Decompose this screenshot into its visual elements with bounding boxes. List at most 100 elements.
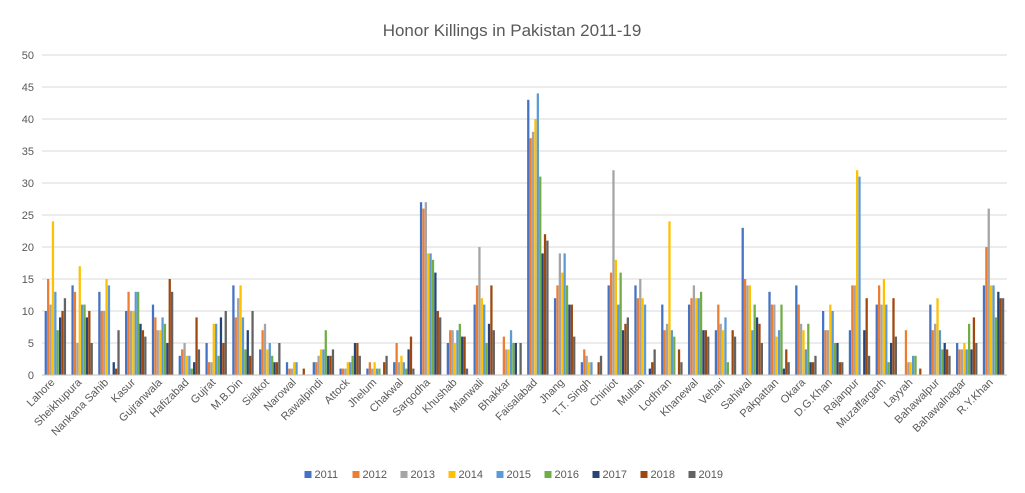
bar-2015 xyxy=(777,330,781,375)
bar-2017 xyxy=(246,330,249,375)
bar-2012 xyxy=(851,285,854,375)
bar-2013 xyxy=(853,285,856,375)
y-tick-label: 10 xyxy=(22,306,34,318)
bar-2014 xyxy=(909,362,912,375)
bar-2018 xyxy=(222,343,225,375)
legend-label: 2014 xyxy=(459,469,483,481)
legend-swatch-2012 xyxy=(352,471,360,478)
bar-2017 xyxy=(836,343,839,375)
legend-swatch-2015 xyxy=(496,471,504,478)
bar-2019 xyxy=(358,355,361,375)
bar-2016 xyxy=(887,362,890,375)
bar-2014 xyxy=(400,355,403,375)
bar-2013 xyxy=(183,343,186,375)
bar-2012 xyxy=(47,279,50,375)
bar-2017 xyxy=(85,317,89,375)
bar-2016 xyxy=(699,291,703,375)
bar-2015 xyxy=(54,291,57,375)
bar-2016 xyxy=(512,343,515,375)
bar-2014 xyxy=(695,298,698,375)
bar-2017 xyxy=(219,317,223,375)
bar-2016 xyxy=(807,323,810,375)
bar-2018 xyxy=(677,349,681,375)
bar-2019 xyxy=(385,355,388,375)
bar-2014 xyxy=(105,279,108,375)
bar-2019 xyxy=(197,349,201,375)
bar-2013 xyxy=(773,304,776,375)
bar-2011 xyxy=(687,304,691,375)
bar-2012 xyxy=(261,330,264,375)
bar-2016 xyxy=(405,368,408,375)
bar-2016 xyxy=(378,368,381,375)
bar-2015 xyxy=(938,330,942,375)
bar-2012 xyxy=(475,285,479,375)
bar-2015 xyxy=(215,323,218,375)
bar-2011 xyxy=(929,304,932,375)
bar-2017 xyxy=(970,349,973,375)
bar-2019 xyxy=(626,317,629,375)
bar-2013 xyxy=(344,368,347,375)
bar-2014 xyxy=(855,170,859,375)
bar-2014 xyxy=(721,330,725,375)
bar-2012 xyxy=(181,349,184,375)
bar-2013 xyxy=(263,323,267,375)
bar-2017 xyxy=(461,336,464,375)
bar-2015 xyxy=(858,176,861,375)
bar-2011 xyxy=(312,362,315,375)
bar-2018 xyxy=(892,298,895,375)
bar-2015 xyxy=(429,253,432,375)
bar-2015 xyxy=(81,304,84,375)
bar-2015 xyxy=(188,355,191,375)
bar-2016 xyxy=(217,355,220,375)
bar-2018 xyxy=(624,323,627,375)
bar-2016 xyxy=(190,368,193,375)
bar-2014 xyxy=(561,272,564,375)
bar-2011 xyxy=(71,285,74,375)
bar-2018 xyxy=(141,330,145,375)
bar-2019 xyxy=(573,336,576,375)
bar-2018 xyxy=(570,304,573,375)
bar-2019 xyxy=(894,336,898,375)
chart-title: Honor Killings in Pakistan 2011-19 xyxy=(383,21,642,40)
bar-2018 xyxy=(249,355,252,375)
bar-2011 xyxy=(768,291,771,375)
bar-2014 xyxy=(534,119,537,375)
bar-2016 xyxy=(726,362,730,375)
bar-2017 xyxy=(702,330,705,375)
bar-2016 xyxy=(137,291,140,375)
bar-2015 xyxy=(161,317,164,375)
bar-2014 xyxy=(963,343,966,375)
bar-2019 xyxy=(760,343,763,375)
bar-2011 xyxy=(982,285,986,375)
bar-2015 xyxy=(295,362,298,375)
bar-2019 xyxy=(492,330,495,375)
bar-2014 xyxy=(346,362,349,375)
legend-swatch-2017 xyxy=(592,471,600,478)
bar-2011 xyxy=(151,304,155,375)
bar-2012 xyxy=(958,349,961,375)
bar-2013 xyxy=(531,131,535,375)
bar-2012 xyxy=(422,208,425,375)
bar-2016 xyxy=(619,272,622,375)
bar-2018 xyxy=(865,298,868,375)
bar-2013 xyxy=(585,355,588,375)
bar-2011 xyxy=(339,368,342,375)
legend-label: 2013 xyxy=(411,469,435,481)
bar-2019 xyxy=(224,311,227,375)
bar-2013 xyxy=(451,330,454,375)
bar-2014 xyxy=(239,285,242,375)
bar-2019 xyxy=(867,355,871,375)
bar-2019 xyxy=(975,343,978,375)
bar-2018 xyxy=(61,311,64,375)
bar-2019 xyxy=(117,330,120,375)
bar-2018 xyxy=(972,317,976,375)
bar-2013 xyxy=(719,323,722,375)
bar-2012 xyxy=(904,330,908,375)
bar-2016 xyxy=(56,330,59,375)
bar-2015 xyxy=(563,253,566,375)
bar-2018 xyxy=(275,362,279,375)
bar-2018 xyxy=(114,368,118,375)
bar-2015 xyxy=(911,355,915,375)
bar-2016 xyxy=(753,304,756,375)
bar-2019 xyxy=(546,240,549,375)
